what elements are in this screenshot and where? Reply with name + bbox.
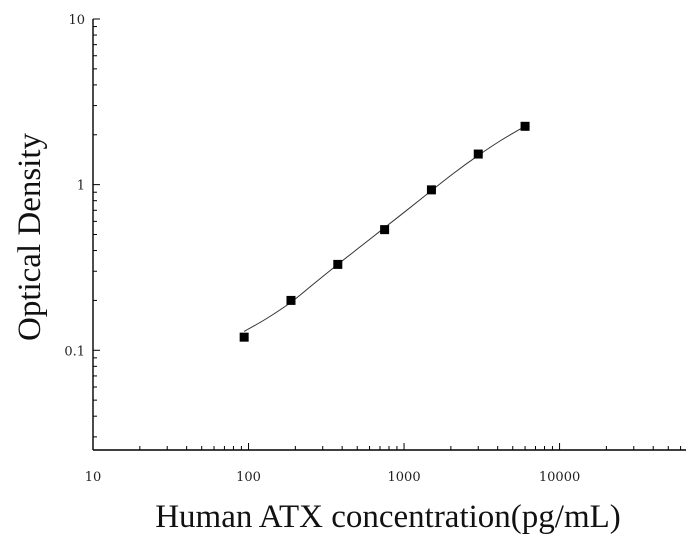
data-point <box>333 259 343 269</box>
x-tick-label: 10000 <box>539 470 580 485</box>
x-ticks: 10 100 1000 10000 <box>85 443 682 485</box>
y-axis-label: Optical Density <box>12 132 48 341</box>
y-tick-label: 1 <box>77 179 85 194</box>
x-tick-label: 10 <box>85 470 102 485</box>
data-points <box>239 121 530 342</box>
y-tick-label: 10 <box>68 13 85 28</box>
y-tick-label: 0.1 <box>64 344 85 359</box>
data-point <box>520 121 530 131</box>
axes <box>92 19 686 451</box>
data-point <box>426 185 436 195</box>
x-tick-label: 100 <box>236 470 261 485</box>
data-point <box>473 149 483 159</box>
x-axis-label: Human ATX concentration(pg/mL) <box>155 499 621 535</box>
y-ticks: 0.1 1 10 <box>64 13 100 438</box>
data-point <box>286 295 296 305</box>
x-tick-label: 1000 <box>388 470 421 485</box>
data-point <box>239 332 249 342</box>
data-point <box>380 225 390 235</box>
